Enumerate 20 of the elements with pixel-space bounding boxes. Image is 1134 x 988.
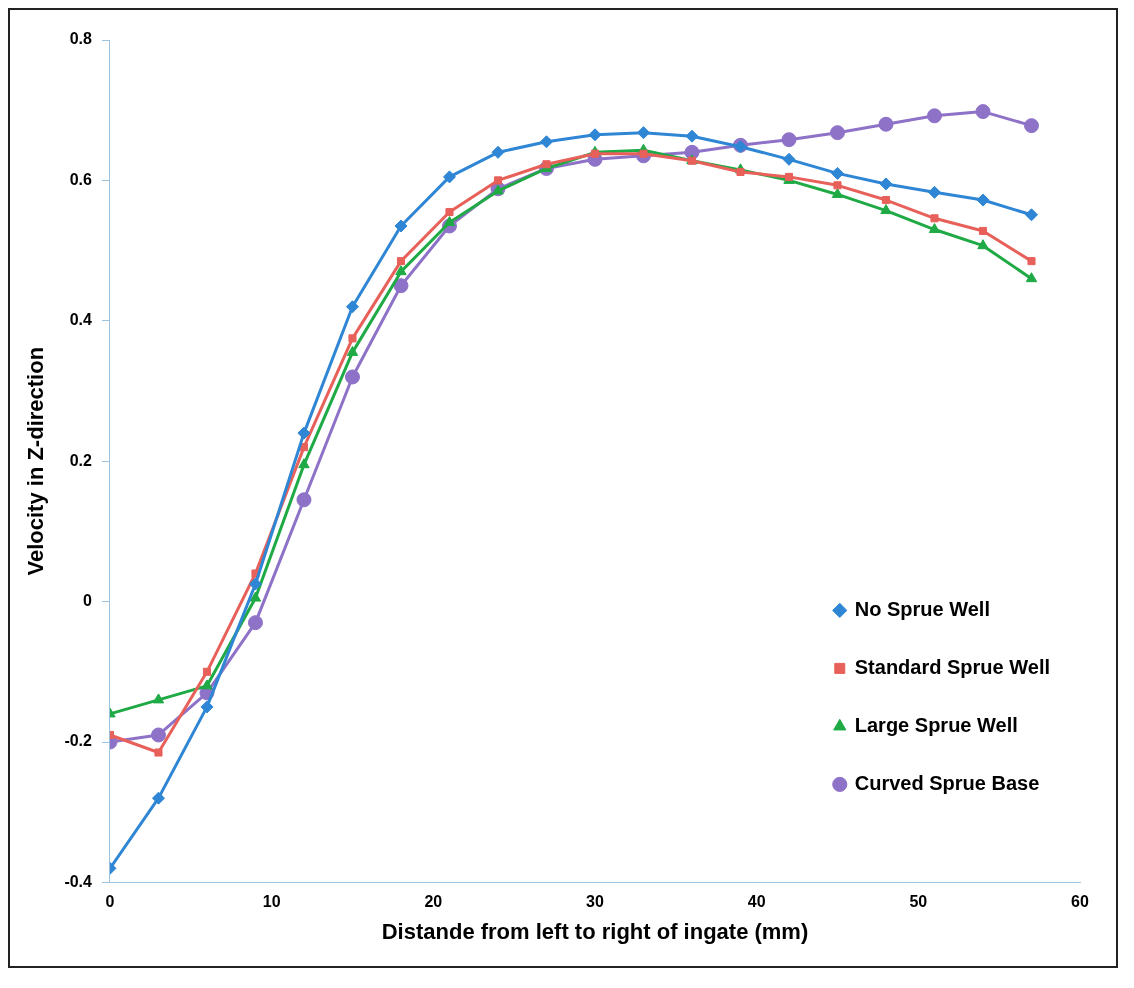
y-axis-title: Velocity in Z-direction: [23, 346, 49, 576]
legend-label: Curved Sprue Base: [854, 771, 1040, 794]
y-tick-label: 0.6: [69, 170, 93, 188]
y-tick-label: 0.4: [69, 311, 93, 329]
x-tick-label: 60: [1071, 893, 1089, 911]
x-tick-label: 10: [262, 893, 281, 911]
x-tick-label: 20: [424, 893, 443, 911]
legend-label: Standard Sprue Well: [854, 655, 1051, 678]
y-tick-label: -0.4: [64, 872, 93, 890]
legend-label: No Sprue Well: [854, 597, 990, 620]
y-tick-label: 0: [83, 592, 93, 610]
x-tick-label: 0: [105, 893, 115, 911]
y-tick-label: 0.2: [69, 451, 93, 469]
x-axis-title: Distande from left to right of ingate (mm): [381, 918, 809, 944]
x-tick-label: 50: [909, 893, 928, 911]
legend-label: Large Sprue Well: [854, 713, 1018, 736]
y-tick-label: -0.2: [64, 732, 93, 750]
x-tick-label: 40: [747, 893, 766, 911]
x-tick-label: 30: [586, 893, 604, 911]
y-tick-label: 0.8: [69, 30, 93, 48]
